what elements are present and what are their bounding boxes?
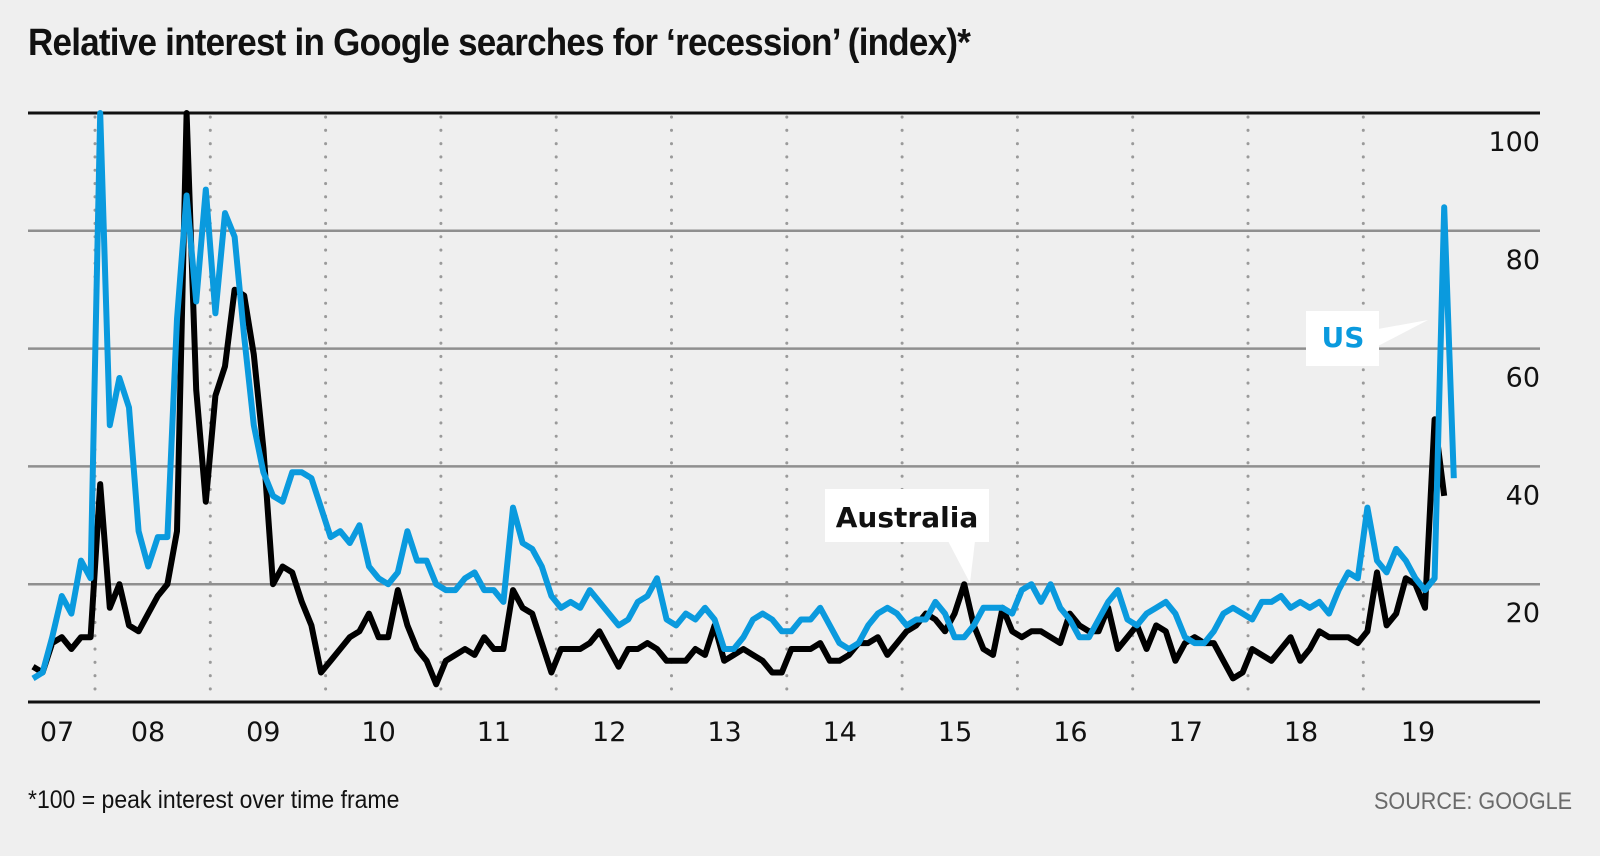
x-tick-label: 12 [592, 717, 626, 748]
annotation-label-australia: Australia [836, 501, 978, 534]
x-tick-label: 15 [938, 717, 972, 748]
x-tick-label: 08 [131, 717, 165, 748]
annotation-layer: Australia US [825, 311, 1428, 583]
y-tick-label: 20 [1506, 598, 1540, 629]
x-tick-label: 09 [246, 717, 280, 748]
x-tick-label: 19 [1401, 717, 1435, 748]
x-tick-label: 17 [1169, 717, 1203, 748]
footnote: *100 = peak interest over time frame [28, 786, 400, 814]
annotation-us: US [1306, 311, 1428, 366]
x-tick-label: 18 [1284, 717, 1318, 748]
x-tick-label: 13 [707, 717, 741, 748]
annotation-label-us: US [1322, 321, 1365, 354]
axis-layer: 100 80 60 40 20 07 08 09 10 11 12 13 14 15 16 17 18 19 [28, 127, 1540, 748]
source-credit: SOURCE: GOOGLE [1373, 788, 1572, 815]
chart-title: Relative interest in Google searches for… [28, 22, 971, 64]
y-tick-label: 100 [1488, 127, 1540, 158]
x-tick-label: 10 [361, 717, 395, 748]
x-tick-label: 14 [823, 717, 857, 748]
y-tick-label: 80 [1506, 245, 1540, 276]
series-layer [31, 110, 1457, 688]
y-tick-label: 60 [1506, 363, 1540, 394]
x-tick-label: 07 [40, 717, 74, 748]
y-tick-label: 40 [1506, 480, 1540, 511]
series-line-australia [31, 110, 1448, 688]
series-line-us [31, 110, 1457, 681]
x-tick-label: 11 [477, 717, 511, 748]
annotation-australia: Australia [825, 489, 989, 583]
x-tick-label: 16 [1053, 717, 1087, 748]
